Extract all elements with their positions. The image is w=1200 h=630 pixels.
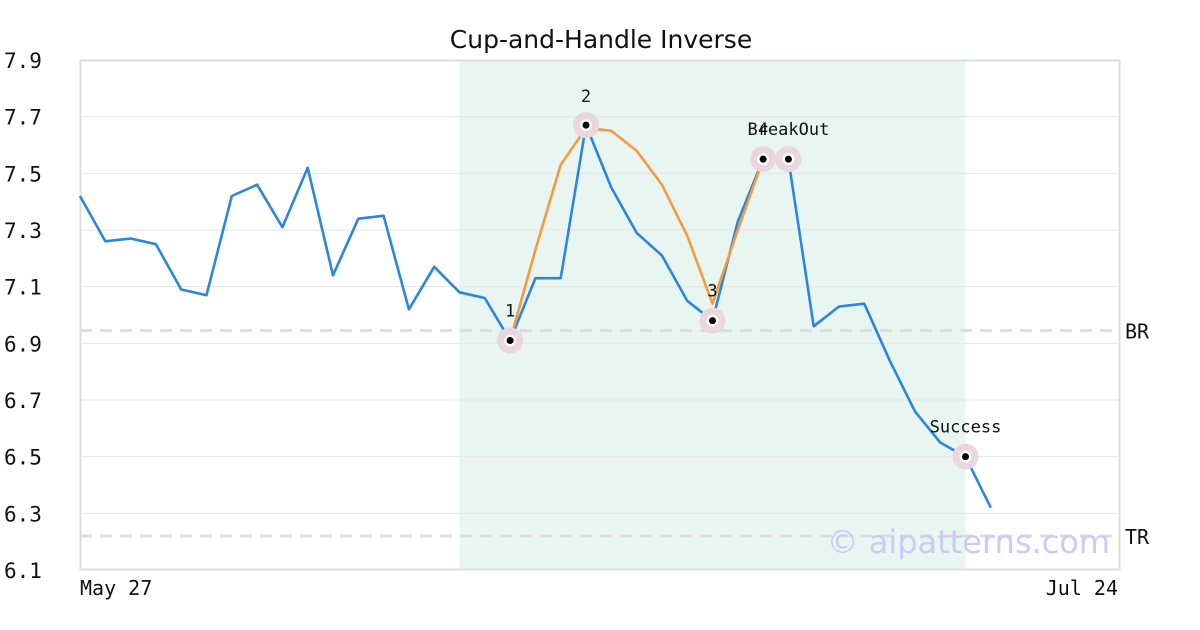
point-label-success: Success xyxy=(930,418,1002,438)
pattern-line xyxy=(508,126,765,341)
grid-layer xyxy=(80,116,1120,514)
level-label-tr: TR xyxy=(1125,525,1150,549)
y-tick-label: 7.5 xyxy=(4,162,42,186)
y-tick-label: 6.3 xyxy=(4,502,42,526)
point-marker xyxy=(709,317,716,325)
level-layer: BR TR xyxy=(80,320,1150,549)
y-tick-label: 7.9 xyxy=(4,49,42,73)
point-label-1: 1 xyxy=(505,302,515,322)
y-tick-label: 6.7 xyxy=(4,389,42,413)
x-axis: May 27 Jul 24 xyxy=(80,576,1118,600)
y-tick-label: 7.7 xyxy=(4,106,42,130)
point-marker xyxy=(759,155,767,163)
x-tick-label: Jul 24 xyxy=(1046,576,1118,600)
breakout-marker xyxy=(784,155,792,163)
plot-frame xyxy=(79,59,1121,571)
series-layer xyxy=(78,123,992,509)
y-axis: 7.9 7.7 7.5 7.3 7.1 6.9 6.7 6.5 6.3 6.1 xyxy=(4,49,42,583)
point-label-breakout: BreakOut xyxy=(747,120,829,140)
point-marker xyxy=(962,453,969,461)
y-tick-label: 7.1 xyxy=(4,276,42,300)
price-line xyxy=(78,123,992,509)
watermark: © aipatterns.com xyxy=(827,523,1110,561)
point-label-2: 2 xyxy=(581,87,591,107)
y-tick-label: 6.5 xyxy=(4,446,42,470)
point-marker xyxy=(506,337,514,344)
y-tick-label: 6.1 xyxy=(4,559,42,583)
chart-title: Cup-and-Handle Inverse xyxy=(450,25,752,54)
point-marker xyxy=(582,121,590,129)
x-tick-label: May 27 xyxy=(80,576,152,600)
y-tick-label: 7.3 xyxy=(4,219,42,243)
point-label-4: 4 xyxy=(758,120,768,140)
level-label-br: BR xyxy=(1125,320,1150,344)
point-label-3: 3 xyxy=(707,282,717,302)
y-tick-label: 6.9 xyxy=(4,332,42,356)
